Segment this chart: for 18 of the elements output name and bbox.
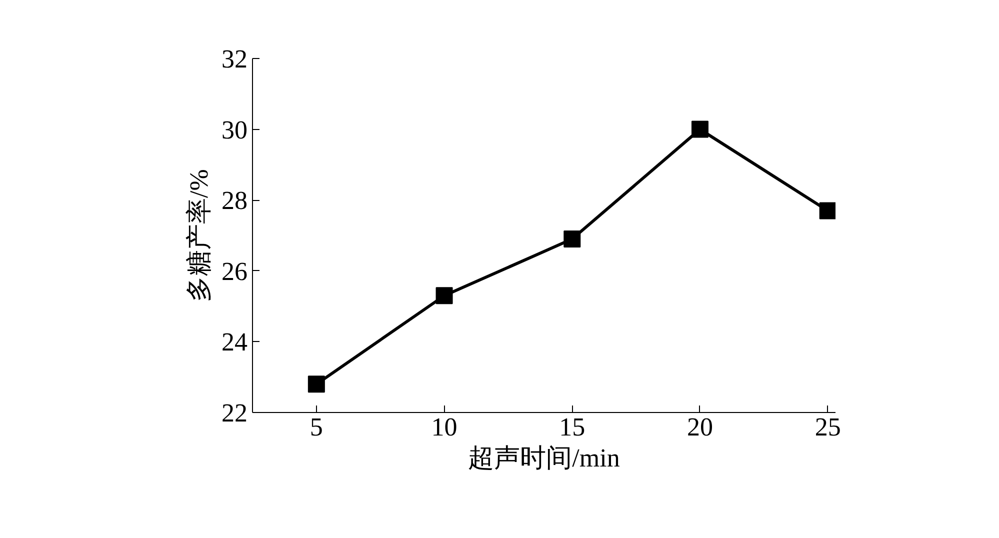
y-tick-label: 26 [222,256,248,286]
y-tick-label: 22 [222,398,248,428]
y-axis-title: 多糖产率/% [184,169,214,302]
point [819,202,836,220]
point [308,376,325,393]
y-tick-label: 30 [222,115,248,144]
x-tick-label: 25 [814,412,841,442]
x-tick-label: 10 [431,412,458,442]
y-tick-label: 28 [222,186,248,216]
y-tick-label: 24 [222,328,248,357]
y-tick-label: 32 [222,44,248,74]
x-tick-label: 15 [559,412,586,442]
point [436,287,453,304]
point [691,120,708,138]
x-axis-title: 超声时间/min [468,444,620,472]
point [564,230,581,248]
x-tick-label: 5 [310,412,323,442]
x-tick-label: 20 [686,412,713,442]
